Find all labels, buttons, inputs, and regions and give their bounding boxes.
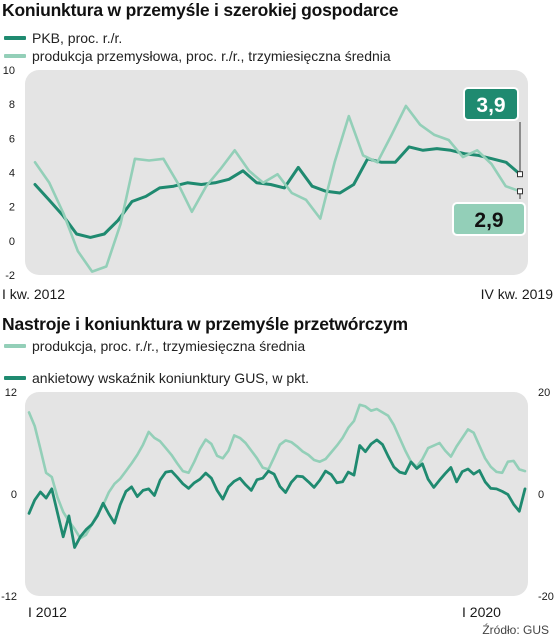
chart1-ytick: 10 [3,65,15,77]
legend-label-production: produkcja przemysłowa, proc. r./r., trzy… [32,48,391,64]
chart1-ytick: 0 [9,236,15,248]
legend-label-gus: ankietowy wskaźnik koniunktury GUS, w pk… [32,370,309,386]
source-note: Źródło: GUS [482,623,549,637]
chart2-plot-bg [25,392,528,596]
chart1-pkb-value-label: 3,9 [476,94,505,117]
legend-swatch-production [4,54,26,58]
chart2-x-end: I 2020 [462,604,501,620]
chart2-x-start: I 2012 [28,604,67,620]
chart2-series-gus [27,438,527,549]
chart1-ytick: 2 [9,202,15,214]
chart1-ytick: 4 [9,168,15,180]
chart1-pkb-value-box [463,87,519,121]
chart1-title: Koniunktura w przemyśle i szerokiej gosp… [2,0,399,20]
chart2-ytick-right: 0 [538,489,544,501]
legend-swatch-production-2 [4,344,26,348]
chart1-x-end: IV kw. 2019 [481,286,554,302]
chart1-series-production [33,104,522,273]
legend-label-pkb: PKB, proc. r./r. [32,30,123,46]
chart2-ytick-right: 20 [538,387,550,399]
chart2-ytick-left: -12 [1,591,17,603]
legend-label-production-2: produkcja, proc. r./r., trzymiesięczna ś… [32,338,306,354]
chart1-ytick: 8 [9,99,15,111]
chart2-legend-production: produkcja, proc. r./r., trzymiesięczna ś… [4,338,305,354]
chart1-x-start: I kw. 2012 [2,286,65,302]
chart2-ytick-left: 12 [5,387,17,399]
chart2-ytick-left: 0 [11,489,17,501]
chart1-plot-bg [25,70,528,275]
chart2-ytick-right: -20 [538,591,554,603]
chart1-ytick: -2 [5,270,15,282]
chart1-series-pkb [33,145,522,239]
chart1-production-value-label: 2,9 [474,209,503,232]
chart1-legend-production: produkcja przemysłowa, proc. r./r., trzy… [4,48,391,64]
chart1-production-value-box [452,202,526,236]
chart1-production-endpoint [517,188,523,195]
chart1-pkb-endpoint [517,171,523,178]
chart2-title: Nastroje i koniunktura w przemyśle przet… [2,314,408,334]
chart1-ytick: 6 [9,133,15,145]
chart2-legend-gus: ankietowy wskaźnik koniunktury GUS, w pk… [4,370,309,386]
chart2-series-production [27,403,527,540]
legend-swatch-pkb [4,36,26,40]
legend-swatch-gus [4,376,26,380]
chart1-legend-pkb: PKB, proc. r./r. [4,30,122,46]
